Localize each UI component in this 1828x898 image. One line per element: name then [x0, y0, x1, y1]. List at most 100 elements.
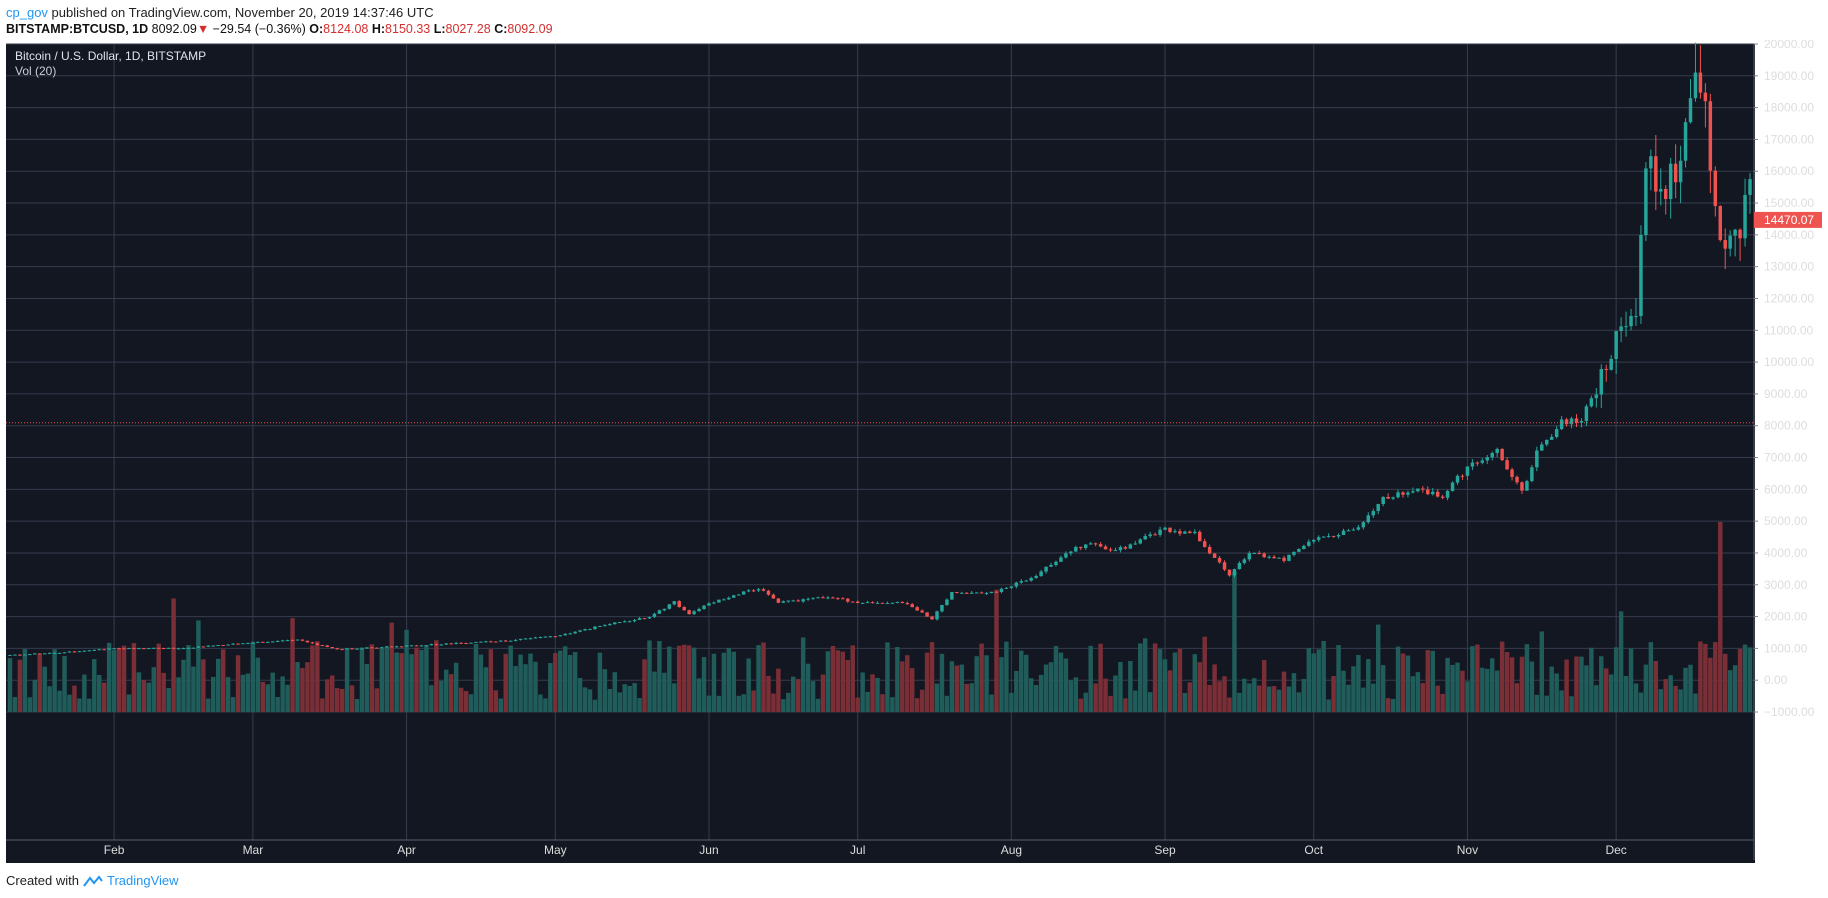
volume-bar [1147, 692, 1153, 712]
candle-body [127, 648, 131, 650]
volume-bar [1494, 670, 1500, 712]
volume-bar [161, 672, 166, 712]
volume-bar [1123, 698, 1128, 712]
volume-bar [1579, 656, 1584, 712]
candle-body [588, 629, 592, 631]
volume-bar [67, 694, 72, 712]
volume-bar [384, 646, 389, 712]
volume-bar [1157, 649, 1163, 712]
time-tick-label: Apr [397, 843, 416, 857]
candle-body [1009, 586, 1014, 588]
volume-bar [191, 666, 196, 712]
volume-bar [632, 683, 637, 712]
volume-bar [582, 687, 588, 712]
candle-body [622, 621, 627, 623]
volume-bar [1489, 658, 1495, 712]
volume-bar [880, 694, 885, 712]
tradingview-brand[interactable]: TradingView [106, 873, 179, 888]
volume-bar [453, 662, 459, 712]
candle-body [1599, 368, 1604, 395]
candle-body [989, 591, 994, 594]
price-tick-label: 11000.00 [1764, 323, 1813, 337]
time-axis[interactable]: Feb Mar Apr May Jun Jul Aug Sep Oct Nov Dec [6, 839, 1754, 857]
candle-body [1748, 179, 1752, 195]
candle-body [23, 654, 27, 656]
candle-body [1267, 556, 1271, 558]
volume-bar [225, 677, 231, 712]
ohlc-header: BITSTAMP:BTCUSD, 1D 8092.09▼ −29.54 (−0.… [6, 22, 553, 36]
candle-body [132, 648, 136, 650]
candle-body [1153, 534, 1157, 536]
volume-bar [657, 641, 662, 712]
volume-bar [914, 698, 920, 712]
candle-body [280, 640, 285, 642]
candle-body [1480, 460, 1485, 463]
volume-bar [483, 667, 489, 712]
volume-bar [716, 695, 722, 712]
candle-body [52, 652, 57, 654]
volume-bar [949, 661, 955, 712]
candle-body [494, 641, 498, 643]
volume-bar [1053, 645, 1059, 712]
candle-body [682, 607, 686, 611]
candle-body [122, 648, 126, 650]
candle-body [920, 610, 924, 613]
candle-body [375, 647, 379, 649]
volume-bar [374, 688, 380, 712]
volume-bar [954, 665, 960, 712]
candle-body [846, 598, 850, 602]
volume-bar [885, 642, 890, 712]
candle-body [365, 647, 369, 649]
volume-bar [1162, 659, 1168, 712]
candle-body [1351, 529, 1356, 531]
candle-body [33, 653, 37, 655]
volume-bar [77, 698, 82, 712]
volume-bar [548, 663, 553, 712]
volume-bar [1648, 642, 1654, 712]
volume-bar [1009, 692, 1014, 712]
candle-body [543, 636, 548, 638]
volume-bar [1192, 654, 1198, 712]
candle-body [300, 639, 305, 641]
volume-bar [1024, 654, 1029, 712]
time-tick-label: Mar [243, 843, 264, 857]
volume-bar [250, 641, 256, 712]
volume-bar [1152, 643, 1158, 712]
candle-body [181, 648, 186, 650]
candle-body [1282, 557, 1286, 561]
candle-body [1376, 504, 1380, 512]
volume-bar [513, 666, 518, 712]
volume-bar [1658, 689, 1663, 712]
candle-body [1004, 587, 1009, 589]
open-value: 8124.08 [323, 22, 369, 36]
candle-body [627, 621, 632, 623]
volume-bar [840, 651, 846, 712]
candle-body [1247, 553, 1252, 560]
price-axis[interactable]: 20000.00 19000.00 18000.00 17000.00 16000.00… [1753, 40, 1815, 860]
publisher-username[interactable]: cp_gov [6, 5, 48, 20]
volume-bar [1564, 659, 1569, 712]
volume-bar [1058, 652, 1064, 712]
candle-body [1069, 551, 1073, 554]
volume-bar [1400, 653, 1406, 712]
candle-body [42, 653, 47, 655]
volume-bar [686, 645, 692, 712]
volume-bar [409, 654, 414, 712]
price-chart[interactable]: 20000.00 19000.00 18000.00 17000.00 16000.00… [0, 40, 1828, 863]
candle-body [380, 647, 384, 649]
volume-bar [766, 675, 771, 712]
volume-bar [1415, 672, 1421, 712]
candle-body [1262, 553, 1266, 558]
candle-body [1545, 439, 1549, 445]
volume-bar [543, 698, 548, 712]
volume-bar [1227, 697, 1232, 712]
candle-body [1361, 522, 1366, 528]
candle-body [1079, 547, 1083, 549]
legend-title: Bitcoin / U.S. Dollar, 1D, BITSTAMP [15, 49, 206, 63]
candle-body [895, 601, 900, 603]
volume-bar [1604, 668, 1609, 712]
candle-body [454, 642, 458, 644]
volume-bar [121, 645, 127, 712]
candle-body [137, 648, 141, 650]
volume-bar [1668, 675, 1673, 712]
